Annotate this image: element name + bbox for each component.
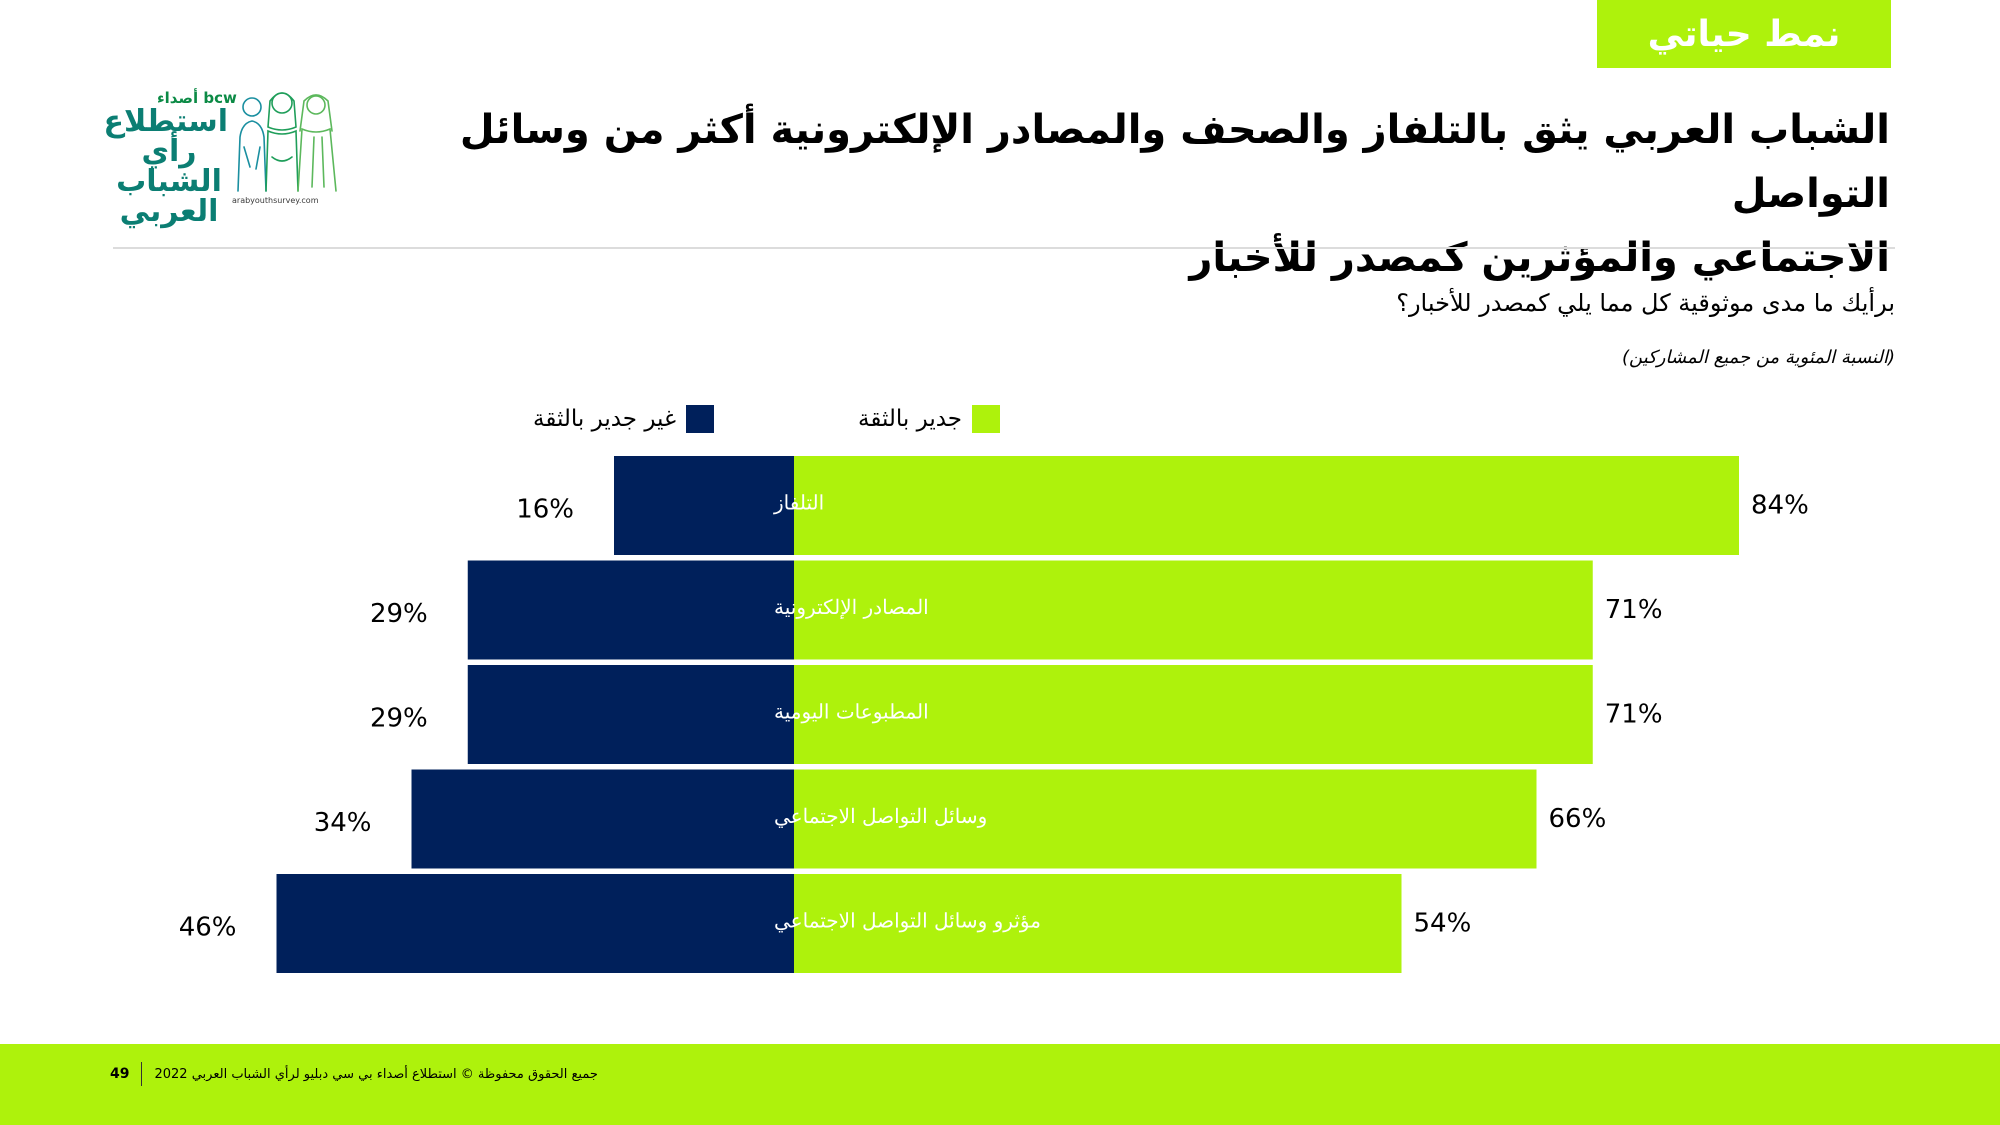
data-label-not-trustworthy: 29% — [370, 599, 428, 629]
bar-not-trustworthy — [467, 665, 794, 764]
survey-question: برأيك ما مدى موثوقية كل مما يلي كمصدر لل… — [1396, 289, 1895, 317]
data-label-not-trustworthy: 29% — [370, 704, 428, 734]
category-label: المطبوعات اليومية — [774, 700, 929, 724]
legend-trustworthy: جدير بالثقة — [858, 403, 1001, 435]
bar-not-trustworthy — [614, 456, 794, 555]
legend-swatch-trustworthy — [972, 405, 1001, 433]
bar-trustworthy — [794, 769, 1537, 869]
data-label-trustworthy: 84% — [1751, 491, 1809, 521]
section-tag: نمط حياتي — [1597, 0, 1891, 68]
bar-trustworthy — [794, 665, 1593, 764]
legend-swatch-not-trustworthy — [686, 405, 714, 433]
data-label-trustworthy: 71% — [1605, 595, 1663, 625]
category-label: التلفاز — [773, 491, 824, 515]
page-title: الشباب العربي يثق بالتلفاز والصحف والمصا… — [459, 107, 1890, 281]
footer-copyright: جميع الحقوق محفوظة © استطلاع أصداء بي سي… — [154, 1066, 598, 1082]
category-label: مؤثرو وسائل التواصل الاجتماعي — [774, 909, 1041, 933]
bar-not-trustworthy — [411, 769, 794, 869]
category-label: المصادر الإلكترونية — [774, 595, 929, 620]
bar-trustworthy — [794, 874, 1402, 973]
data-label-not-trustworthy: 16% — [516, 495, 574, 525]
title-divider — [113, 247, 1895, 249]
data-label-not-trustworthy: 34% — [314, 808, 372, 838]
page-number: 49 — [110, 1066, 130, 1082]
arab-youth-survey-logo: bcw أصداء استطلاع رأي الشباب العربي arab… — [103, 85, 360, 227]
bar-not-trustworthy — [467, 560, 794, 660]
logo-wordmark: استطلاع رأي الشباب العربي — [103, 104, 228, 229]
legend-label-trustworthy: جدير بالثقة — [858, 406, 963, 432]
logo-url: arabyouthsurvey.com — [232, 196, 319, 205]
bar-not-trustworthy — [276, 874, 794, 973]
legend-not-trustworthy: غير جدير بالثقة — [533, 403, 714, 435]
category-label: وسائل التواصل الاجتماعي — [774, 804, 987, 828]
trust-diverging-bar-chart: التلفاز 84% 16% المصادر الإلكترونية 71% 29% ال… — [179, 456, 1809, 973]
data-label-not-trustworthy: 46% — [179, 913, 237, 943]
bar-trustworthy — [794, 456, 1739, 555]
base-note: (النسبة المئوية من جميع المشاركين) — [1622, 347, 1895, 368]
logo-bcw-mark: bcw أصداء — [157, 89, 237, 107]
data-label-trustworthy: 66% — [1549, 804, 1607, 834]
data-label-trustworthy: 71% — [1605, 700, 1663, 730]
people-illustration-icon — [237, 92, 337, 192]
bar-trustworthy — [794, 560, 1593, 660]
footer-separator — [141, 1062, 143, 1086]
data-label-trustworthy: 54% — [1414, 909, 1472, 939]
footer-bar: 49 جميع الحقوق محفوظة © استطلاع أصداء بي… — [0, 1044, 2000, 1125]
legend-label-not-trustworthy: غير جدير بالثقة — [533, 406, 676, 432]
